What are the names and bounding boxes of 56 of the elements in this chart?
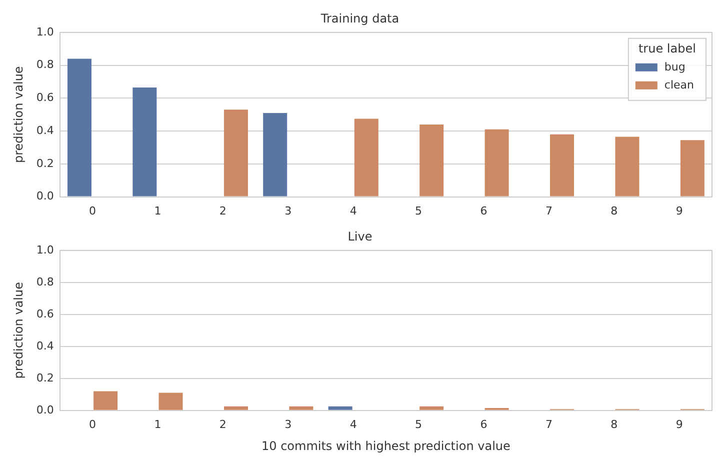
y-tick-label: 0.4 xyxy=(36,124,54,137)
y-tick-label: 0.0 xyxy=(36,403,54,416)
bar xyxy=(67,58,92,196)
x-tick-label: 5 xyxy=(415,418,422,431)
bar xyxy=(328,406,352,410)
bar xyxy=(420,124,444,196)
bar xyxy=(94,391,118,410)
x-tick-label: 3 xyxy=(284,204,292,218)
chart-title: Training data xyxy=(320,11,400,26)
x-tick-label: 5 xyxy=(415,204,422,218)
legend-label: bug xyxy=(664,60,686,74)
y-tick-label: 0.8 xyxy=(36,275,54,288)
x-tick-label: 4 xyxy=(350,418,357,431)
x-tick-label: 0 xyxy=(89,418,96,431)
y-tick-label: 1.0 xyxy=(36,243,54,256)
bar xyxy=(158,392,183,410)
x-axis-title: 10 commits with highest prediction value xyxy=(261,438,510,453)
y-tick-label: 0.2 xyxy=(36,156,54,170)
bar xyxy=(680,140,704,196)
legend-title: true label xyxy=(638,42,696,56)
x-tick-label: 1 xyxy=(154,204,162,218)
y-tick-label: 0.0 xyxy=(36,190,54,203)
x-tick-label: 2 xyxy=(219,204,226,218)
y-tick-label: 0.6 xyxy=(36,91,54,104)
bar xyxy=(263,112,288,196)
bar xyxy=(224,110,248,196)
y-axis-title: prediction value xyxy=(11,66,26,163)
x-tick-label: 9 xyxy=(676,418,683,431)
x-tick-label: 1 xyxy=(154,418,162,431)
x-tick-label: 8 xyxy=(610,418,618,431)
x-tick-label: 0 xyxy=(89,204,96,218)
y-tick-label: 0.8 xyxy=(36,58,54,72)
x-tick-label: 3 xyxy=(284,418,292,431)
x-tick-label: 9 xyxy=(676,204,683,218)
x-tick-label: 6 xyxy=(480,204,488,218)
legend-label: clean xyxy=(664,78,694,92)
bar xyxy=(484,129,509,196)
x-tick-label: 7 xyxy=(545,204,552,218)
bar xyxy=(224,406,248,410)
y-axis-title: prediction value xyxy=(11,282,26,379)
bar xyxy=(615,136,640,196)
bar xyxy=(132,87,157,196)
y-tick-label: 0.4 xyxy=(36,339,54,352)
y-tick-label: 0.6 xyxy=(36,307,54,320)
x-tick-label: 6 xyxy=(480,418,488,431)
bar xyxy=(420,406,444,410)
x-tick-label: 2 xyxy=(219,418,226,431)
y-tick-label: 0.2 xyxy=(36,371,54,384)
x-tick-label: 7 xyxy=(545,418,552,431)
x-tick-label: 4 xyxy=(350,204,357,218)
bar xyxy=(354,118,378,196)
x-tick-label: 8 xyxy=(610,204,618,218)
bar xyxy=(289,406,314,410)
bar xyxy=(550,134,574,196)
y-tick-label: 1.0 xyxy=(36,25,54,38)
chart-title: Live xyxy=(348,229,372,244)
